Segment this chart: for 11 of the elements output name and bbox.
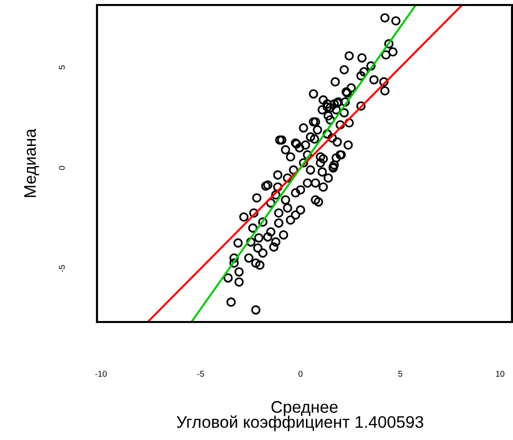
x-tick-label: 5 bbox=[398, 370, 402, 377]
x-tick-label: 10 bbox=[496, 370, 504, 377]
y-axis-title: Медиана bbox=[24, 128, 40, 197]
x-tick-label: -5 bbox=[197, 370, 204, 377]
y-tick-label: -5 bbox=[58, 265, 65, 272]
y-tick-label: 0 bbox=[58, 166, 65, 170]
text: Угловой коэффициент 1.400593 bbox=[176, 415, 424, 432]
x-tick-label: 0 bbox=[298, 370, 302, 377]
x-axis-title: Среднее bbox=[272, 401, 338, 416]
x-tick-label: -10 bbox=[95, 370, 107, 377]
y-tick-label: 5 bbox=[58, 65, 65, 70]
